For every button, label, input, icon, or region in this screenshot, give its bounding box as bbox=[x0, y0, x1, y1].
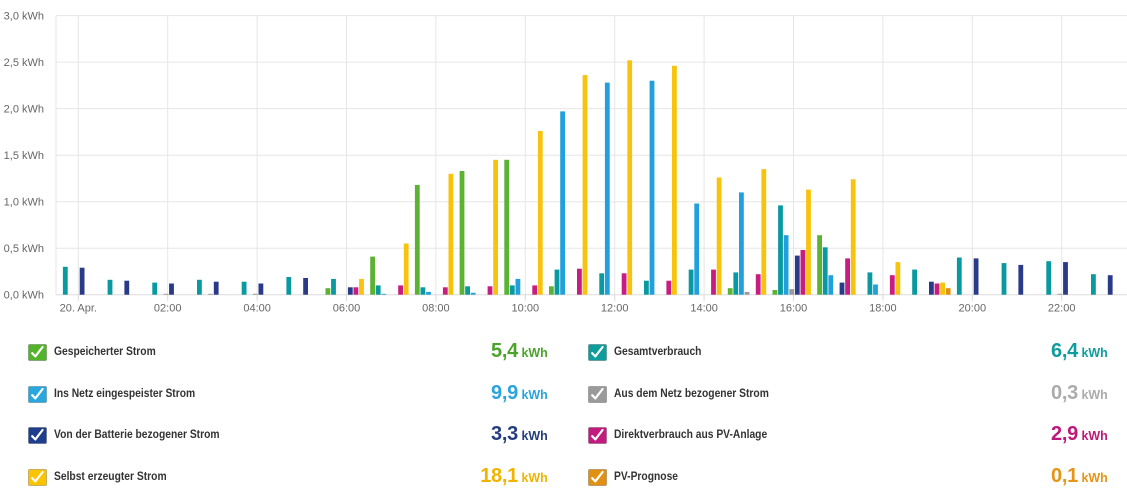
svg-text:18:00: 18:00 bbox=[869, 303, 897, 315]
svg-text:06:00: 06:00 bbox=[333, 303, 361, 315]
svg-text:20. Apr.: 20. Apr. bbox=[60, 303, 97, 315]
svg-text:3,0 kWh: 3,0 kWh bbox=[4, 10, 44, 22]
svg-text:2,5 kWh: 2,5 kWh bbox=[4, 57, 44, 69]
svg-text:0,5 kWh: 0,5 kWh bbox=[4, 243, 44, 255]
svg-text:22:00: 22:00 bbox=[1048, 303, 1076, 315]
svg-text:10:00: 10:00 bbox=[512, 303, 540, 315]
svg-text:04:00: 04:00 bbox=[243, 303, 271, 315]
svg-text:1,5 kWh: 1,5 kWh bbox=[4, 150, 44, 162]
svg-text:14:00: 14:00 bbox=[690, 303, 718, 315]
svg-text:1,0 kWh: 1,0 kWh bbox=[4, 197, 44, 209]
svg-text:20:00: 20:00 bbox=[959, 303, 987, 315]
svg-text:02:00: 02:00 bbox=[154, 303, 182, 315]
svg-text:08:00: 08:00 bbox=[422, 303, 450, 315]
svg-text:0,0 kWh: 0,0 kWh bbox=[4, 290, 44, 302]
svg-text:12:00: 12:00 bbox=[601, 303, 629, 315]
svg-text:16:00: 16:00 bbox=[780, 303, 808, 315]
svg-text:2,0 kWh: 2,0 kWh bbox=[4, 103, 44, 115]
